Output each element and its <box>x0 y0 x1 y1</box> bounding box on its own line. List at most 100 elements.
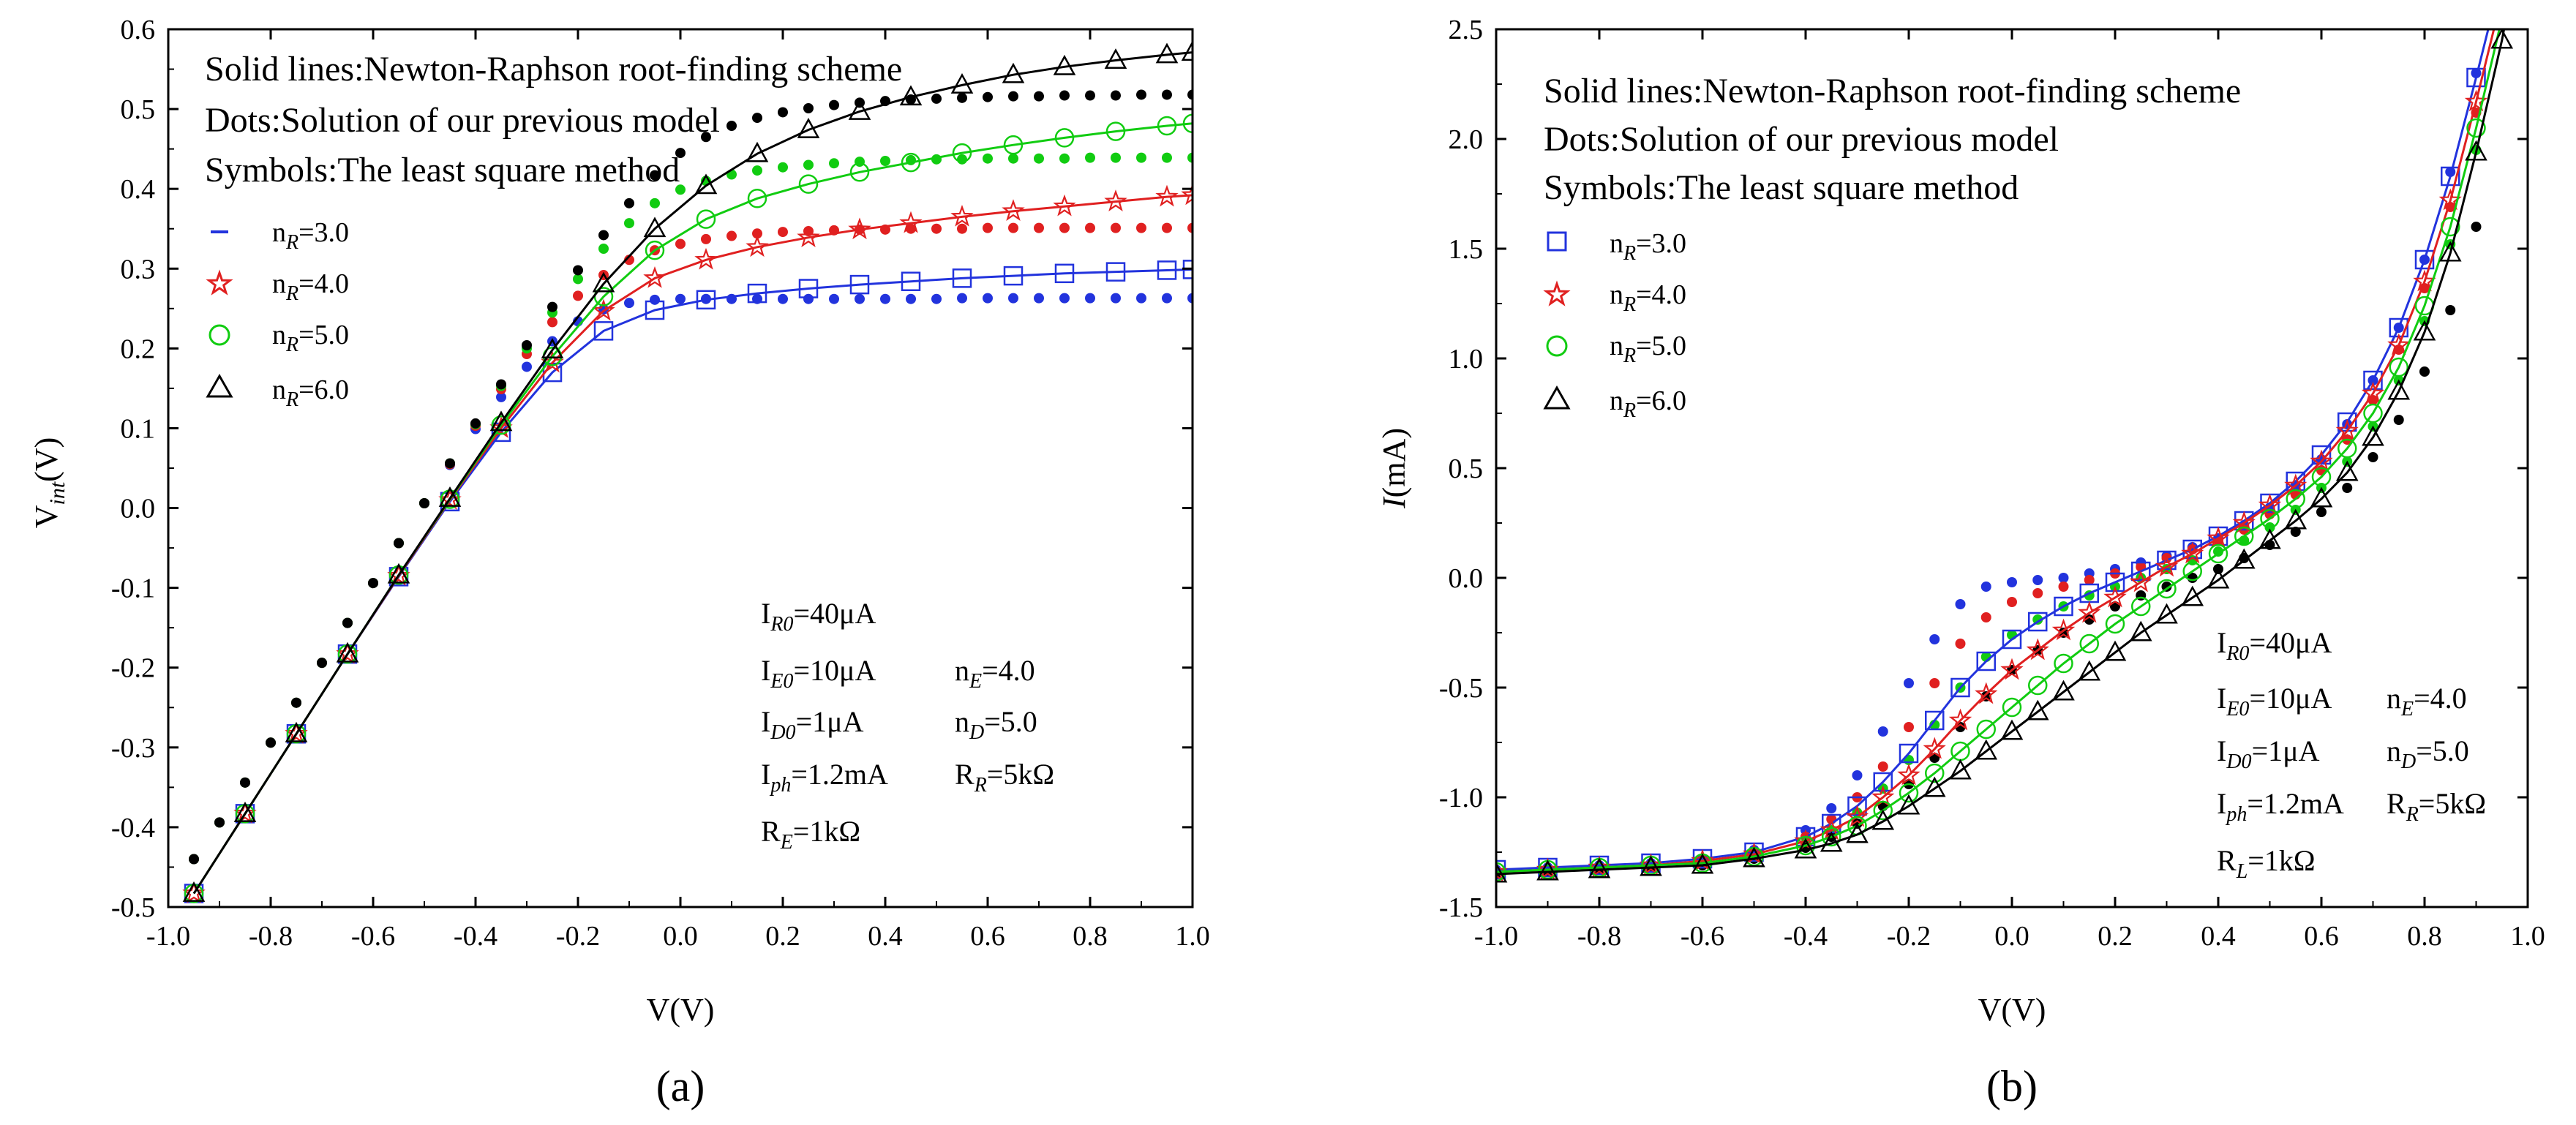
previous-model-dot <box>1008 91 1018 102</box>
data-marker <box>2157 550 2177 571</box>
previous-model-dot <box>931 293 942 304</box>
previous-model-dot <box>2367 452 2378 462</box>
data-marker <box>2157 579 2177 599</box>
panel-a-subfigure-label: (a) <box>656 1062 705 1110</box>
data-marker <box>1948 708 1972 731</box>
param-nE: nE=4.0 <box>955 654 1035 693</box>
y-tick-label: 1.5 <box>1449 234 1484 265</box>
data-marker <box>2284 508 2307 530</box>
panel-a-ticks: -1.0 -0.8 -0.6 -0.4 -0.2 0.0 0.2 0.4 0.6 0.8 1.0 -0… <box>111 15 1210 952</box>
panel-a-legend-line-1: Solid lines:Newton-Raphson root-finding … <box>205 50 902 89</box>
data-marker <box>1054 263 1075 284</box>
param-ID0: ID0=1μA <box>2217 734 2320 773</box>
data-marker <box>1496 859 1508 882</box>
previous-model-dot <box>547 301 557 312</box>
previous-model-dot <box>1162 89 1172 100</box>
data-marker <box>285 721 308 744</box>
data-marker <box>2490 29 2514 49</box>
data-marker <box>1846 822 1869 843</box>
data-marker <box>899 85 923 106</box>
data-marker <box>1155 184 1179 207</box>
y-tick-label: -0.4 <box>111 813 155 843</box>
data-marker <box>2387 333 2411 355</box>
data-marker <box>747 189 767 208</box>
panel-a-legend-line-3: Symbols:The least square method <box>205 151 680 189</box>
previous-model-dot <box>983 293 993 304</box>
previous-model-dot <box>1059 222 1070 233</box>
legend-circle-marker <box>1546 335 1568 357</box>
previous-model-dot <box>1877 726 1888 737</box>
previous-model-dot <box>2032 588 2043 598</box>
previous-model-dot <box>1059 153 1070 164</box>
data-marker <box>233 801 257 824</box>
data-marker <box>2438 241 2462 262</box>
previous-model-dot <box>983 222 993 233</box>
data-marker <box>2028 675 2048 696</box>
previous-model-dot <box>317 658 327 669</box>
previous-model-dot <box>573 265 583 276</box>
legend-star-marker <box>1543 280 1571 306</box>
data-marker <box>1845 805 1869 827</box>
data-marker <box>2311 445 2332 465</box>
data-marker <box>2466 118 2486 138</box>
data-marker <box>798 279 819 298</box>
y-tick-label: 0.0 <box>121 494 156 524</box>
y-tick-label: -0.3 <box>111 733 155 764</box>
data-marker <box>1003 266 1024 286</box>
data-marker <box>2335 418 2359 441</box>
previous-model-dot <box>778 293 788 304</box>
data-marker <box>645 240 665 260</box>
previous-model-dot <box>2471 222 2482 232</box>
data-marker <box>2207 526 2230 549</box>
previous-model-dot <box>1877 761 1888 772</box>
previous-model-dot <box>2419 366 2430 377</box>
previous-model-dot <box>1136 293 1146 304</box>
panel-a-legend-entry-3: nR=5.0 <box>209 320 349 356</box>
previous-model-dot <box>2342 483 2353 493</box>
param-IR0: IR0=40μA <box>2217 626 2332 665</box>
y-tick-label: -1.5 <box>1439 892 1483 923</box>
previous-model-dot <box>650 170 660 181</box>
previous-model-dot <box>496 391 506 402</box>
previous-model-dot <box>1904 722 1914 732</box>
previous-model-dot <box>214 817 225 828</box>
data-marker <box>592 271 615 293</box>
data-marker <box>2310 486 2333 508</box>
data-marker <box>1054 128 1075 148</box>
panel-a-legend-entry-1: nR=3.0 <box>211 217 349 254</box>
x-tick-label: 0.0 <box>1994 921 2029 952</box>
data-marker <box>1822 827 1841 847</box>
x-tick-label: -0.6 <box>1681 921 1724 952</box>
data-marker <box>2054 596 2073 617</box>
legend-square-marker <box>1547 231 1567 252</box>
previous-model-dot <box>522 340 532 350</box>
x-tick-label: -1.0 <box>1474 921 1518 952</box>
previous-model-dot <box>855 293 865 304</box>
data-marker <box>2028 612 2048 632</box>
data-marker <box>336 641 359 663</box>
data-marker <box>1182 113 1193 133</box>
plot-area <box>182 40 1193 903</box>
data-marker <box>1950 677 1970 698</box>
data-marker <box>2078 660 2101 681</box>
previous-model-dot <box>675 148 686 159</box>
data-marker <box>849 162 870 182</box>
panel-a-x-axis-label: V(V) <box>647 992 715 1028</box>
data-marker <box>1536 859 1559 881</box>
previous-model-dot <box>1187 152 1193 163</box>
panel-b-legend-line-3: Symbols:The least square method <box>1544 168 2019 207</box>
newton-raphson-line <box>1496 29 2501 873</box>
data-marker <box>2208 543 2228 564</box>
param-ID0: ID0=1μA <box>761 705 864 744</box>
data-marker <box>1873 772 1893 792</box>
panel-b-legend-entry-3: nR=5.0 <box>1546 331 1686 367</box>
legend-label: nR=4.0 <box>272 268 349 305</box>
previous-model-dot <box>2084 614 2095 625</box>
param-IR0: IR0=40μA <box>761 597 876 636</box>
data-marker <box>1897 794 1920 815</box>
x-tick-label: -0.2 <box>1887 921 1931 952</box>
x-tick-label: -0.4 <box>1784 921 1828 952</box>
data-marker <box>1925 763 1945 783</box>
data-marker <box>2131 561 2151 582</box>
data-marker <box>1899 743 1919 764</box>
